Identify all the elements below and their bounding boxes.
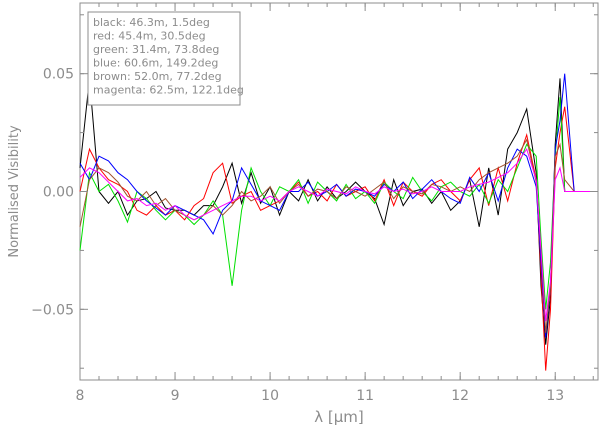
legend-entry: green: 31.4m, 73.8deg — [93, 43, 219, 56]
y-tick-label: −0.05 — [31, 302, 74, 318]
series-line-black — [79, 78, 598, 345]
legend-entry: magenta: 62.5m, 122.1deg — [93, 84, 244, 97]
x-tick-label: 11 — [356, 388, 374, 404]
x-axis-label: λ [μm] — [314, 408, 364, 426]
legend-entry: black: 46.3m, 1.5deg — [93, 16, 210, 29]
series-line-blue — [79, 73, 598, 338]
y-tick-label: 0.05 — [43, 67, 74, 83]
x-tick-label: 9 — [171, 388, 180, 404]
series-line-red — [79, 106, 598, 371]
x-tick-label: 12 — [451, 388, 469, 404]
x-tick-label: 10 — [261, 388, 279, 404]
axes-layer: 8 9 10 11 12 13 −0.05 0.00 0.05 — [31, 3, 598, 404]
legend-entry: blue: 60.6m, 149.2deg — [93, 57, 218, 70]
legend-entry: brown: 52.0m, 77.2deg — [93, 70, 222, 83]
legend-box — [87, 11, 241, 106]
series-line-green — [79, 97, 598, 310]
series-layer — [79, 73, 598, 371]
series-line-brown — [79, 138, 598, 333]
x-tick-label: 13 — [546, 388, 564, 404]
y-tick-label: 0.00 — [43, 185, 74, 201]
y-axis-label: Normalised Visibility — [7, 125, 22, 258]
x-tick-label: 8 — [76, 388, 85, 404]
series-line-magenta — [79, 147, 598, 322]
legend-entry: red: 45.4m, 30.5deg — [93, 30, 206, 43]
